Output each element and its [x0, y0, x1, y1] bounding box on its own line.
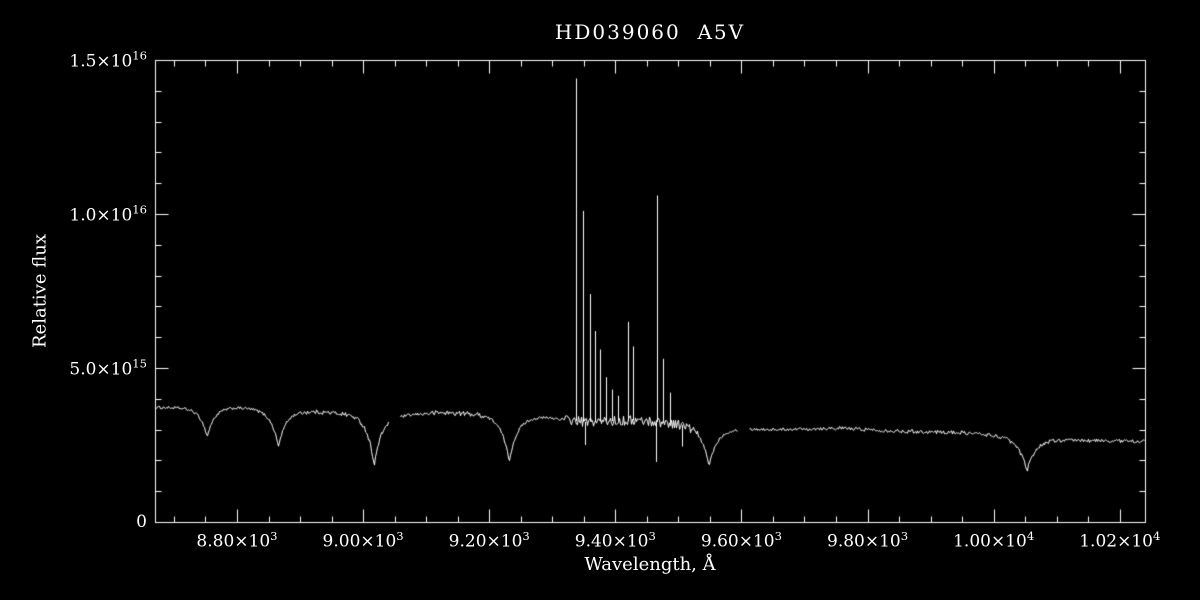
x-tick-label: 9.60×103	[700, 529, 782, 552]
y-tick-label: 5.0×1015	[69, 356, 147, 380]
y-axis-label: Relative flux	[29, 234, 51, 348]
x-tick-label: 1.00×104	[953, 529, 1035, 552]
x-tick-label: 9.80×103	[827, 529, 909, 552]
y-tick-label: 1.0×1016	[69, 202, 147, 226]
x-tick-label: 9.40×103	[574, 529, 656, 552]
x-tick-label: 1.02×104	[1079, 529, 1161, 552]
x-tick-label: 8.80×103	[196, 529, 278, 552]
x-tick-label: 9.20×103	[448, 529, 530, 552]
x-tick-label: 9.00×103	[322, 529, 404, 552]
chart-title: HD039060 A5V	[554, 20, 746, 44]
y-tick-label: 1.5×1016	[69, 48, 147, 72]
x-axis-label: Wavelength, Å	[584, 554, 716, 575]
y-tick-label: 0	[136, 512, 147, 532]
